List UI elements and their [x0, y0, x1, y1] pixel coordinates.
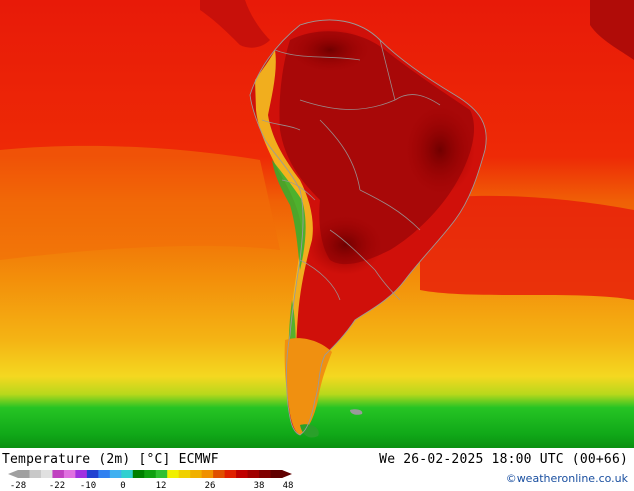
scale-tick-label: 0	[120, 481, 126, 491]
scale-tick-label: 26	[204, 481, 216, 491]
scale-tick-label: -28	[9, 481, 27, 491]
scale-swatch	[213, 470, 226, 478]
east-atlantic-warm-band	[420, 195, 634, 300]
central-america	[200, 0, 270, 48]
country-borders	[261, 39, 441, 301]
scale-tick-label: 12	[155, 481, 167, 491]
scale-swatch	[52, 470, 65, 478]
scale-swatch	[132, 470, 145, 478]
valid-time: We 26-02-2025 18:00 UTC (00+66)	[379, 452, 628, 467]
scale-swatch	[40, 470, 53, 478]
scale-swatch	[98, 470, 111, 478]
scale-swatch	[236, 470, 249, 478]
credit-link[interactable]: ©weatheronline.co.uk	[505, 472, 628, 485]
scale-swatch	[201, 470, 214, 478]
scale-swatch	[155, 470, 168, 478]
scale-arrow-high	[282, 470, 292, 478]
andes-green-peaks	[272, 160, 306, 270]
scale-swatch	[224, 470, 237, 478]
scale-tick-label: -22	[48, 481, 66, 491]
pacific-orange-band	[0, 145, 280, 260]
scale-swatch	[75, 470, 88, 478]
scale-swatch	[18, 470, 30, 478]
scale-swatch	[167, 470, 180, 478]
scale-tick-label: -10	[79, 481, 97, 491]
map-title: Temperature (2m) [°C] ECMWF	[2, 452, 219, 467]
scale-swatch	[86, 470, 99, 478]
color-scale: -28 -22 -10 0 12 26 38 48	[0, 467, 300, 491]
scale-swatch	[109, 470, 122, 478]
scale-tick-label: 48	[282, 481, 294, 491]
scale-tick-label: 38	[253, 481, 265, 491]
chaco-hot-core	[307, 215, 383, 275]
brazil-hot-core	[405, 105, 475, 195]
falklands	[350, 409, 363, 415]
scale-swatch	[190, 470, 203, 478]
amazon-hot-region	[279, 31, 475, 265]
scale-arrow-low	[8, 470, 18, 478]
scale-swatch	[259, 470, 272, 478]
tierra-del-fuego	[300, 424, 319, 438]
temperature-map	[0, 0, 634, 448]
scale-swatch	[144, 470, 157, 478]
scale-swatch	[29, 470, 42, 478]
coastline	[249, 19, 487, 436]
west-africa-edge	[590, 0, 634, 60]
scale-swatch	[270, 470, 283, 478]
scale-swatch	[121, 470, 134, 478]
color-scale-bar	[8, 470, 292, 478]
patagonia-region	[284, 338, 332, 435]
scale-swatch	[63, 470, 76, 478]
scale-swatch	[247, 470, 260, 478]
andes-cool-strip	[255, 50, 313, 396]
map-footer: Temperature (2m) [°C] ECMWF We 26-02-202…	[0, 448, 634, 491]
north-hot-core	[290, 28, 370, 72]
scale-swatch	[178, 470, 191, 478]
